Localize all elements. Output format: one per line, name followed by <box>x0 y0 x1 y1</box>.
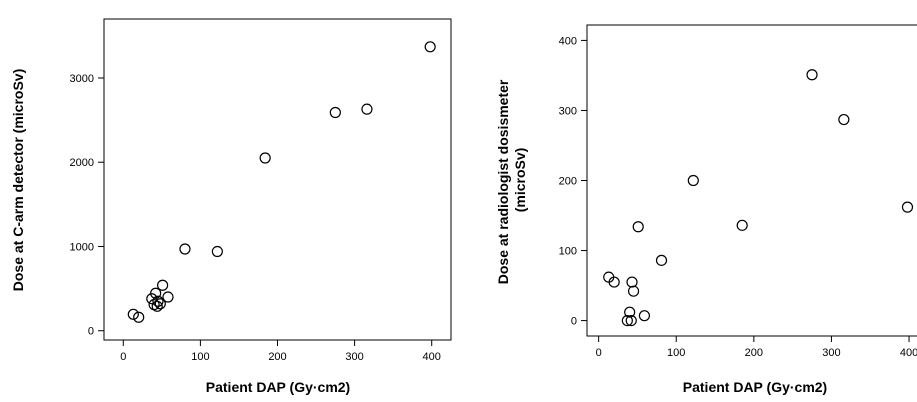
y-axis-label-right: Dose at radiologist dosismeter (microSv) <box>495 76 528 285</box>
y-tick-label: 0 <box>88 326 94 338</box>
data-point <box>624 306 636 318</box>
chart-left: 0 100 200 300 400 0 1000 2000 3000 Patient DAP (… <box>10 18 452 395</box>
data-point <box>157 279 169 291</box>
data-point <box>259 152 271 164</box>
axis-ticks-right: 0 100 200 300 400 0 100 200 300 400 <box>559 35 917 359</box>
y-tick-label: 0 <box>571 316 577 328</box>
x-axis-label-left: Patient DAP (Gy·cm2) <box>206 379 350 395</box>
data-point <box>211 245 223 258</box>
data-point <box>329 106 341 119</box>
data-point <box>687 174 699 187</box>
y-tick-label: 3000 <box>70 73 94 85</box>
data-point <box>806 69 818 81</box>
data-point <box>152 295 164 307</box>
data-point <box>655 254 668 266</box>
y-axis-label-left: Dose at C-arm detector (microSv) <box>10 69 26 292</box>
data-point <box>154 298 166 310</box>
data-point <box>736 219 748 231</box>
y-axis-label-right-line2: (microSv) <box>512 148 528 213</box>
data-point <box>627 285 640 297</box>
data-point <box>133 311 145 323</box>
data-point <box>150 287 162 299</box>
chart-right: 0 100 200 300 400 0 100 200 300 400 Patient DAP (… <box>495 24 917 395</box>
data-point <box>127 308 139 320</box>
x-tick-label: 100 <box>191 351 209 363</box>
data-point <box>621 314 633 327</box>
y-tick-label: 2000 <box>70 157 94 169</box>
data-point <box>625 314 637 327</box>
data-point <box>626 276 638 288</box>
x-tick-label: 0 <box>596 347 602 359</box>
data-point <box>632 221 644 233</box>
data-point <box>838 113 850 126</box>
data-point <box>151 300 163 312</box>
x-tick-label: 400 <box>900 347 917 359</box>
plot-frame-left <box>103 18 452 341</box>
y-tick-label: 200 <box>559 176 577 188</box>
x-tick-label: 200 <box>745 347 763 359</box>
y-tick-label: 100 <box>559 246 577 258</box>
data-point <box>424 41 436 53</box>
data-point <box>901 201 914 213</box>
x-tick-label: 200 <box>268 351 286 363</box>
data-point <box>638 310 651 322</box>
data-point <box>608 276 620 288</box>
data-point <box>162 291 174 303</box>
plot-frame-right <box>586 24 917 337</box>
y-tick-label: 1000 <box>70 241 94 253</box>
data-points-right <box>603 69 914 327</box>
y-tick-label: 400 <box>559 35 577 47</box>
axis-ticks-left: 0 100 200 300 400 0 1000 2000 3000 <box>70 73 441 363</box>
data-point <box>361 103 373 115</box>
x-tick-label: 300 <box>822 347 840 359</box>
data-point <box>179 243 191 255</box>
x-tick-label: 100 <box>667 347 685 359</box>
x-tick-label: 300 <box>345 351 363 363</box>
x-axis-label-right: Patient DAP (Gy·cm2) <box>683 379 827 395</box>
data-points-left <box>127 41 436 323</box>
y-tick-label: 300 <box>559 105 577 117</box>
x-tick-label: 0 <box>120 351 126 363</box>
x-tick-label: 400 <box>423 351 441 363</box>
y-axis-label-right-line1: Dose at radiologist dosismeter <box>495 79 511 284</box>
